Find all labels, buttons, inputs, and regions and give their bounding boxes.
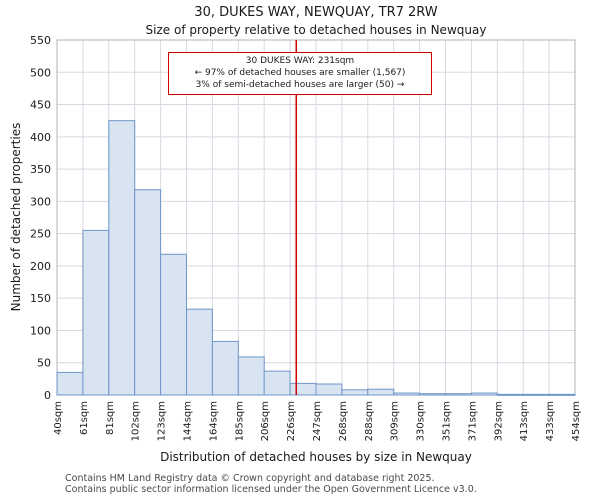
histogram-bar bbox=[160, 253, 188, 396]
x-tick-label: 392sqm bbox=[493, 401, 504, 441]
marker-annotation-box: 30 DUKES WAY: 231sqm ← 97% of detached h… bbox=[168, 52, 432, 95]
x-tick-label: 164sqm bbox=[208, 401, 219, 441]
histogram-bar bbox=[289, 382, 317, 396]
histogram-bar bbox=[341, 389, 369, 396]
x-tick-label: 433sqm bbox=[545, 401, 556, 441]
y-tick-label: 250 bbox=[30, 228, 51, 241]
histogram-bar bbox=[108, 120, 136, 396]
x-tick-label: 351sqm bbox=[442, 401, 453, 441]
x-tick-label: 61sqm bbox=[79, 401, 90, 435]
x-tick-label: 40sqm bbox=[53, 401, 64, 435]
histogram-bar bbox=[445, 393, 472, 396]
chart-subtitle: Size of property relative to detached ho… bbox=[145, 23, 487, 37]
footer-copyright-line2: Contains public sector information licen… bbox=[65, 484, 477, 495]
x-tick-label: 144sqm bbox=[183, 401, 194, 441]
histogram-bar bbox=[470, 392, 498, 396]
y-tick-label: 350 bbox=[30, 163, 51, 176]
histogram-bar bbox=[393, 392, 421, 396]
histogram-bar bbox=[211, 340, 239, 396]
histogram-bar bbox=[548, 393, 576, 396]
y-tick-label: 150 bbox=[30, 292, 51, 305]
x-tick-label: 330sqm bbox=[416, 401, 427, 441]
y-tick-label: 300 bbox=[30, 195, 51, 208]
histogram-bar bbox=[263, 370, 291, 396]
annotation-larger-pct: 3% of semi-detached houses are larger (5… bbox=[195, 80, 405, 90]
histogram-bar bbox=[237, 356, 265, 396]
y-tick-label: 550 bbox=[30, 34, 51, 47]
x-tick-label: 309sqm bbox=[390, 401, 401, 441]
y-tick-label: 450 bbox=[30, 99, 51, 112]
annotation-property-size: 30 DUKES WAY: 231sqm bbox=[245, 56, 355, 66]
y-tick-label: 0 bbox=[44, 389, 51, 402]
x-tick-label: 123sqm bbox=[157, 401, 168, 441]
x-tick-label: 226sqm bbox=[286, 401, 297, 441]
y-tick-label: 100 bbox=[30, 324, 51, 337]
x-tick-label: 247sqm bbox=[312, 401, 323, 441]
histogram-bar bbox=[496, 393, 524, 396]
histogram-bar bbox=[419, 393, 447, 396]
histogram-bar bbox=[56, 371, 84, 396]
histogram-bar bbox=[522, 393, 550, 396]
x-tick-label: 268sqm bbox=[338, 401, 349, 441]
chart-title: 30, DUKES WAY, NEWQUAY, TR7 2RW bbox=[194, 5, 438, 20]
x-tick-label: 454sqm bbox=[571, 401, 582, 441]
x-tick-label: 102sqm bbox=[131, 401, 142, 441]
histogram-bar bbox=[82, 229, 110, 396]
x-axis-label: Distribution of detached houses by size … bbox=[160, 450, 472, 464]
y-axis-label: Number of detached properties bbox=[9, 122, 23, 312]
annotation-smaller-pct: ← 97% of detached houses are smaller (1,… bbox=[194, 68, 406, 78]
y-tick-label: 500 bbox=[30, 66, 51, 79]
x-tick-label: 81sqm bbox=[105, 401, 116, 435]
histogram-bar bbox=[186, 308, 213, 396]
histogram-bar bbox=[367, 388, 395, 396]
x-tick-label: 185sqm bbox=[234, 401, 245, 441]
x-tick-label: 206sqm bbox=[260, 401, 271, 441]
y-tick-label: 400 bbox=[30, 131, 51, 144]
x-tick-label: 413sqm bbox=[519, 401, 530, 441]
x-tick-label: 288sqm bbox=[364, 401, 375, 441]
y-tick-label: 50 bbox=[37, 357, 51, 370]
x-tick-label: 371sqm bbox=[467, 401, 478, 441]
histogram-bar bbox=[315, 383, 343, 396]
y-tick-label: 200 bbox=[30, 260, 51, 273]
footer-copyright-line1: Contains HM Land Registry data © Crown c… bbox=[65, 473, 435, 484]
histogram-bar bbox=[134, 189, 162, 396]
